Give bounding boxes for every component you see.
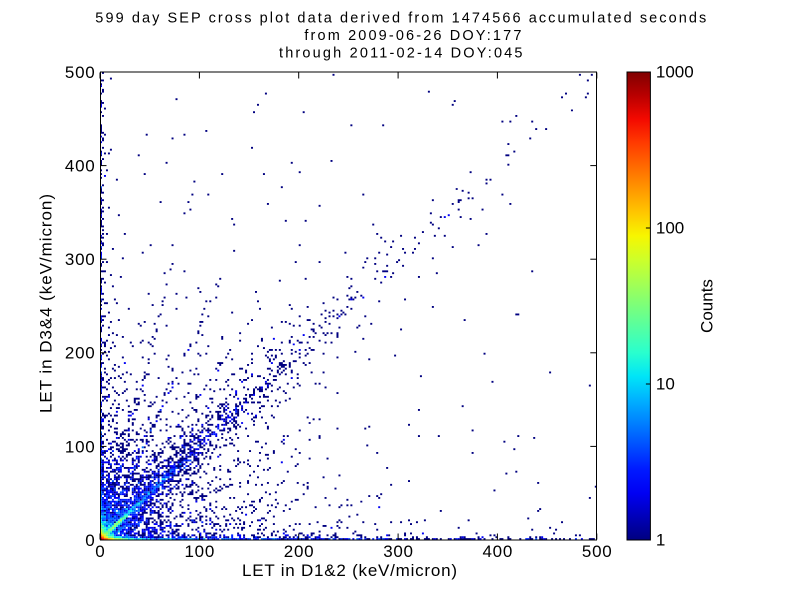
svg-text:500: 500 — [582, 542, 612, 561]
svg-text:400: 400 — [65, 157, 95, 176]
svg-text:1000: 1000 — [656, 63, 694, 82]
svg-text:200: 200 — [65, 344, 95, 363]
svg-text:500: 500 — [65, 63, 95, 82]
svg-text:10: 10 — [656, 375, 675, 394]
svg-text:200: 200 — [284, 542, 314, 561]
svg-text:300: 300 — [65, 250, 95, 269]
svg-text:0: 0 — [95, 542, 104, 561]
svg-text:100: 100 — [65, 437, 95, 456]
svg-text:400: 400 — [483, 542, 513, 561]
svg-text:0: 0 — [85, 531, 94, 550]
svg-text:Counts: Counts — [698, 279, 717, 333]
svg-text:100: 100 — [656, 219, 684, 238]
svg-text:from 2009-06-26 DOY:177: from 2009-06-26 DOY:177 — [304, 28, 521, 44]
svg-text:LET in D3&4 (keV/micron): LET in D3&4 (keV/micron) — [36, 194, 55, 413]
svg-text:300: 300 — [383, 542, 413, 561]
svg-text:LET in D1&2 (keV/micron): LET in D1&2 (keV/micron) — [242, 561, 457, 580]
svg-text:1: 1 — [656, 531, 665, 550]
svg-text:100: 100 — [185, 542, 215, 561]
